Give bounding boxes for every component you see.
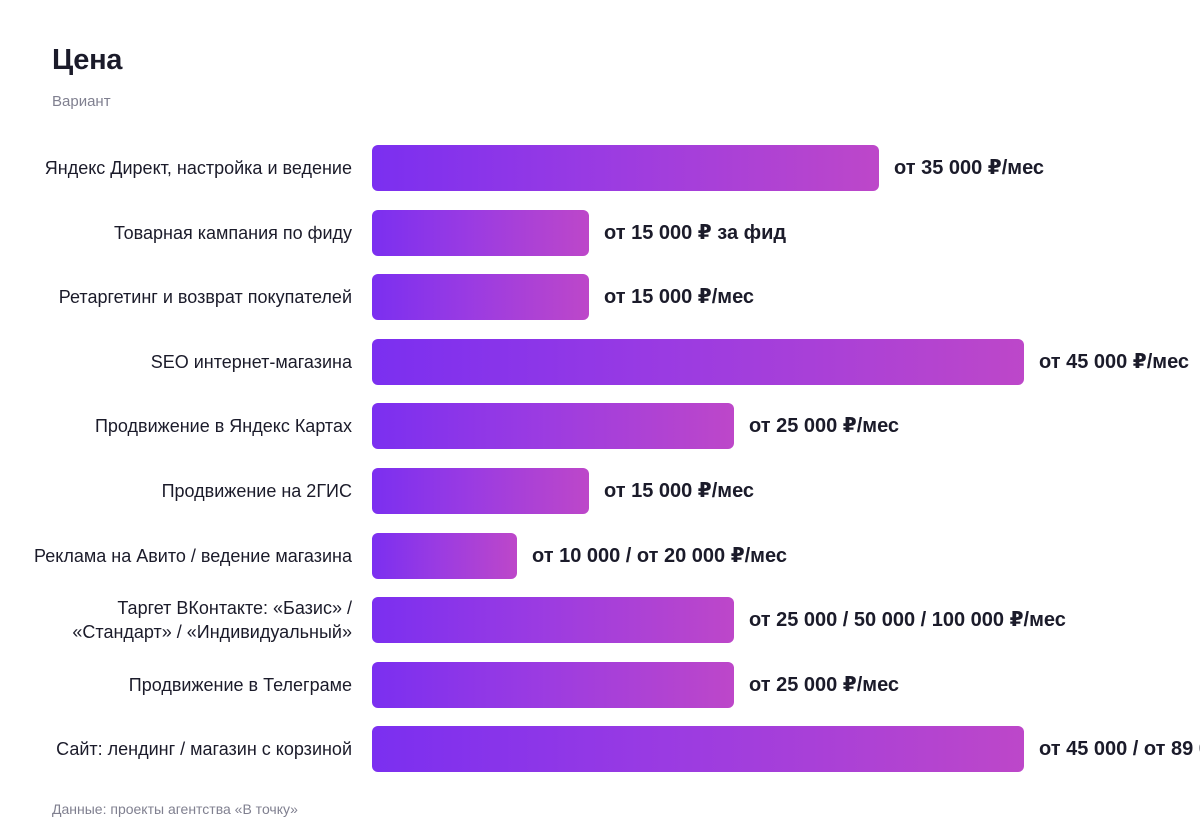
bar-value-label: от 25 000 ₽/мес (749, 415, 900, 438)
category-label: Яндекс Директ, настройка и ведение (44, 158, 352, 178)
category-label: Ретаргетинг и возврат покупателей (58, 287, 352, 308)
bar (372, 597, 734, 644)
bar-value-label: от 45 000 ₽/мес (1039, 350, 1190, 373)
bar (372, 726, 1024, 773)
category-label: Товарная кампания по фиду (114, 222, 352, 243)
category-label: Таргет ВКонтакте: «Базис» / «Стандарт» /… (72, 598, 352, 643)
bar (372, 468, 589, 514)
bar (372, 403, 734, 450)
bar (372, 209, 589, 256)
bar (372, 532, 517, 579)
bar (372, 338, 1024, 385)
bar (372, 661, 734, 708)
bar-value-label: от 45 000 / от 89 000 ₽ (1039, 738, 1200, 761)
category-label: Продвижение на 2ГИС (161, 481, 352, 501)
bar-value-label: от 25 000 / 50 000 / 100 000 ₽/мес (749, 609, 1066, 632)
source-footnote: Данные: проекты агентства «В точку» (52, 801, 298, 817)
chart-subtitle: Вариант (52, 93, 111, 110)
bar-value-label: от 15 000 ₽/мес (604, 286, 755, 309)
bar-value-label: от 35 000 ₽/мес (894, 157, 1045, 179)
bar-value-label: от 15 000 ₽ за фид (604, 221, 787, 244)
bar (372, 274, 589, 321)
bar-value-label: от 10 000 / от 20 000 ₽/мес (532, 544, 787, 567)
category-label: Сайт: лендинг / магазин с корзиной (56, 739, 352, 760)
bar-value-label: от 15 000 ₽/мес (604, 480, 755, 502)
category-label: Реклама на Авито / ведение магазина (34, 545, 352, 566)
category-label: Продвижение в Яндекс Картах (94, 416, 352, 437)
category-label: Продвижение в Телеграме (128, 674, 352, 695)
bar (372, 145, 879, 191)
chart-title: Цена (52, 44, 123, 76)
bar-value-label: от 25 000 ₽/мес (749, 673, 900, 696)
category-label: SEO интернет-магазина (150, 351, 352, 372)
